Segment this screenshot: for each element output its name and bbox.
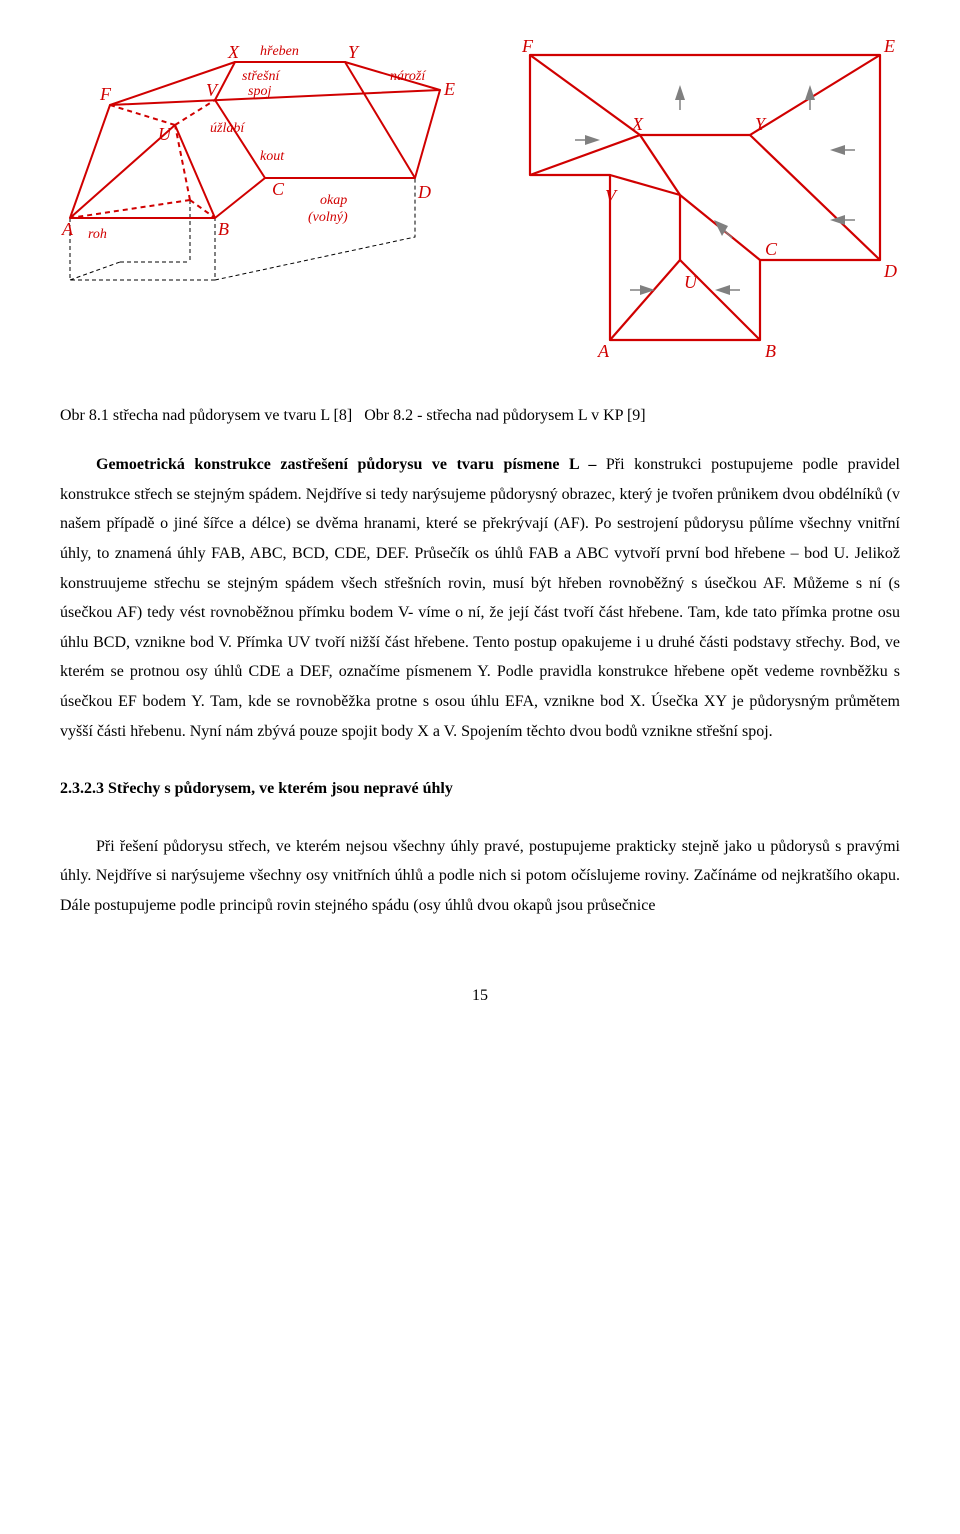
roof-plan-diagram: F E D C B A U V X Y bbox=[500, 40, 900, 360]
svg-text:okap: okap bbox=[320, 193, 347, 208]
svg-text:A: A bbox=[61, 219, 74, 239]
svg-text:D: D bbox=[883, 261, 897, 281]
page-number: 15 bbox=[60, 981, 900, 1011]
paragraph-1: Gemoetrická konstrukce zastřešení půdory… bbox=[60, 450, 900, 746]
svg-text:U: U bbox=[158, 124, 172, 144]
roof-3d-diagram: A B C D E F U V X Y hřeben střešní spoj … bbox=[60, 40, 460, 290]
paragraph-2: Při řešení půdorysu střech, ve kterém ne… bbox=[60, 832, 900, 921]
svg-text:roh: roh bbox=[88, 227, 107, 242]
caption-left: Obr 8.1 střecha nad půdorysem ve tvaru L… bbox=[60, 407, 352, 424]
svg-text:E: E bbox=[443, 79, 455, 99]
svg-text:F: F bbox=[521, 40, 534, 56]
svg-text:úžlabí: úžlabí bbox=[210, 121, 245, 136]
svg-text:X: X bbox=[631, 114, 644, 134]
svg-text:spoj: spoj bbox=[248, 84, 271, 99]
svg-text:Y: Y bbox=[348, 42, 360, 62]
figure-caption: Obr 8.1 střecha nad půdorysem ve tvaru L… bbox=[60, 401, 900, 431]
svg-text:hřeben: hřeben bbox=[260, 44, 299, 59]
svg-text:Y: Y bbox=[755, 114, 767, 134]
svg-text:E: E bbox=[883, 40, 895, 56]
svg-text:D: D bbox=[417, 182, 431, 202]
svg-text:X: X bbox=[227, 42, 240, 62]
figures-row: A B C D E F U V X Y hřeben střešní spoj … bbox=[60, 40, 900, 371]
section-heading: 2.3.2.3 Střechy s půdorysem, ve kterém j… bbox=[60, 774, 900, 804]
caption-right: Obr 8.2 - střecha nad půdorysem L v KP [… bbox=[364, 407, 645, 424]
svg-text:B: B bbox=[218, 219, 229, 239]
svg-text:U: U bbox=[684, 272, 698, 292]
figure-8-1: A B C D E F U V X Y hřeben střešní spoj … bbox=[60, 40, 460, 371]
figure-8-2: F E D C B A U V X Y bbox=[500, 40, 900, 371]
svg-text:C: C bbox=[272, 179, 285, 199]
para1-lead: Gemoetrická konstrukce zastřešení půdory… bbox=[96, 456, 606, 473]
svg-text:nároží: nároží bbox=[390, 69, 426, 84]
svg-text:střešní: střešní bbox=[242, 69, 280, 84]
svg-text:V: V bbox=[605, 186, 618, 206]
svg-text:A: A bbox=[597, 341, 610, 360]
svg-text:(volný): (volný) bbox=[308, 210, 348, 225]
svg-text:F: F bbox=[99, 84, 112, 104]
svg-text:B: B bbox=[765, 341, 776, 360]
svg-text:kout: kout bbox=[260, 149, 285, 164]
svg-text:C: C bbox=[765, 239, 778, 259]
para1-rest: Při konstrukci postupujeme podle pravide… bbox=[60, 456, 900, 739]
